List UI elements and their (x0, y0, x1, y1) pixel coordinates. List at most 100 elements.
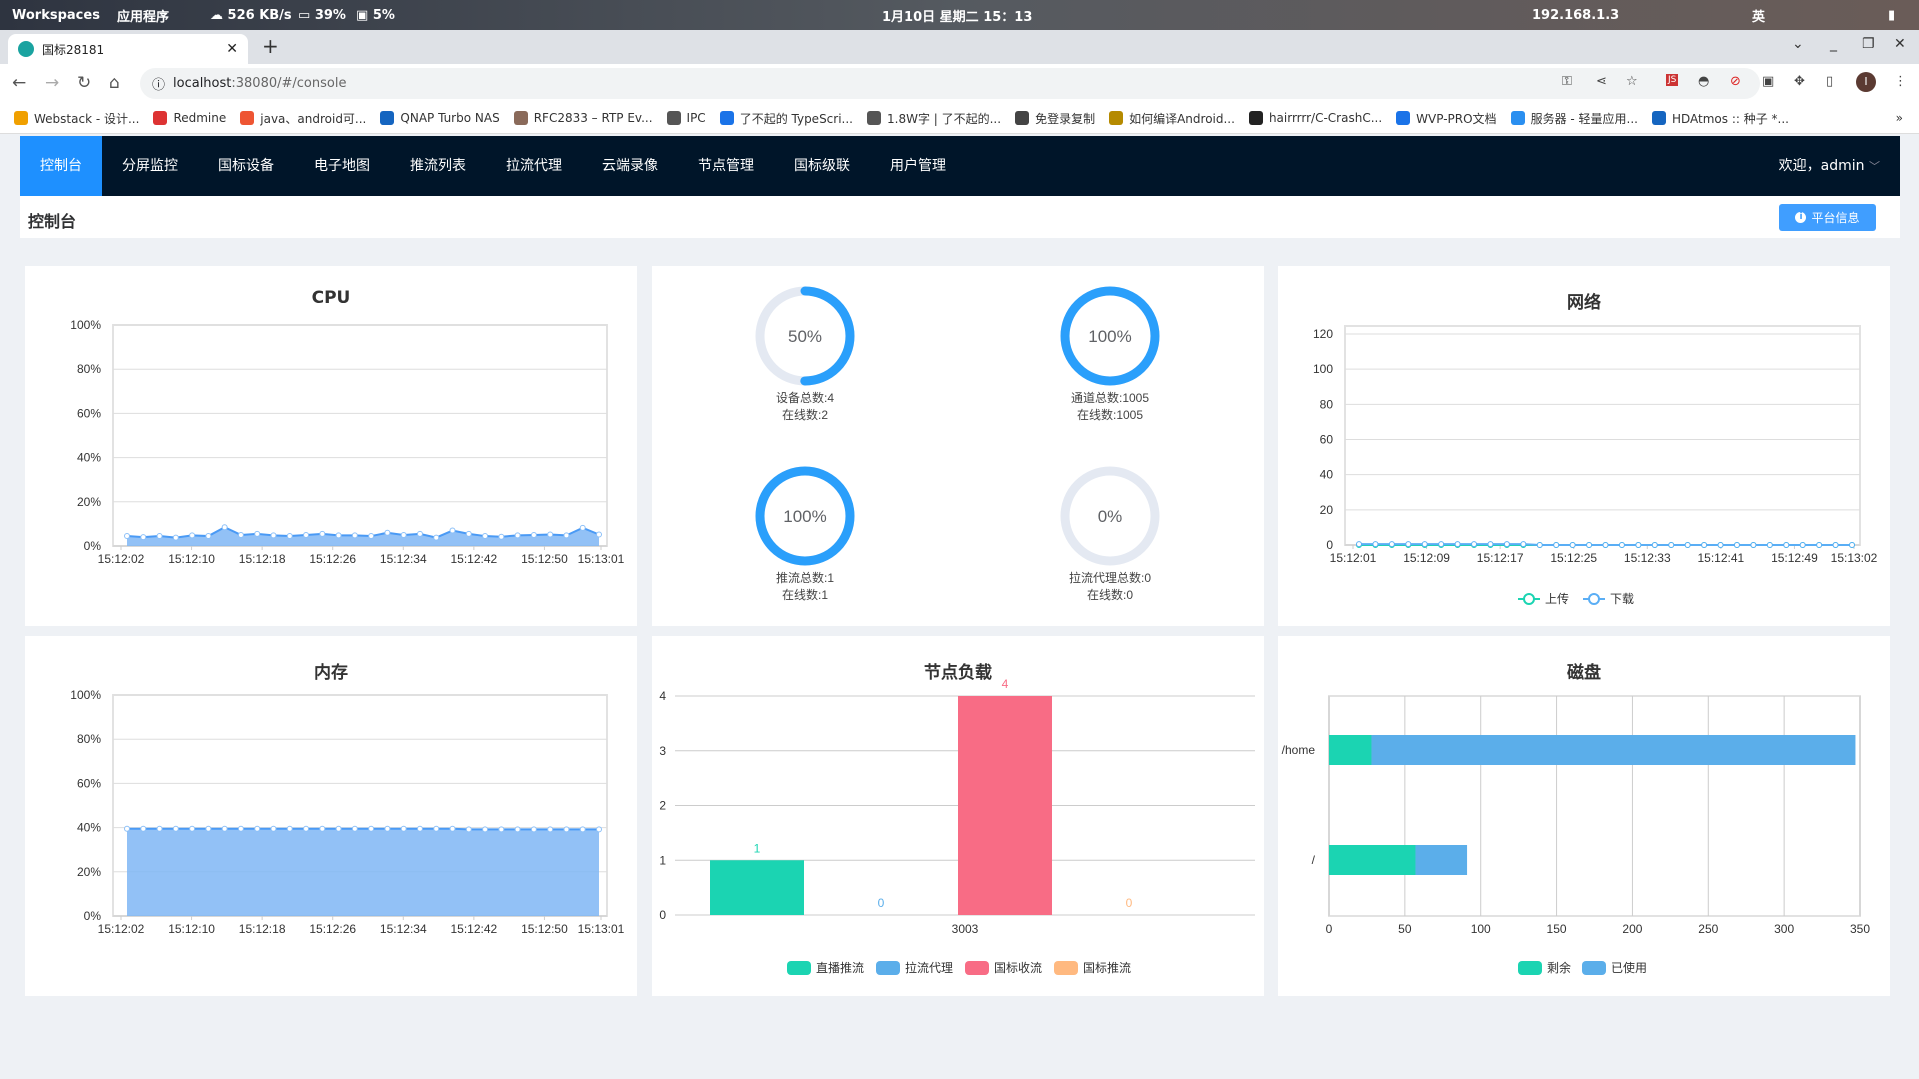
legend-swatch (1518, 961, 1542, 975)
data-point (596, 531, 602, 538)
close-window-icon[interactable]: ✕ (1894, 36, 1906, 52)
data-point (303, 825, 310, 832)
restore-icon[interactable]: ❐ (1862, 36, 1875, 52)
bookmark-item[interactable]: 1.8W字 | 了不起的... (867, 110, 1001, 127)
data-point (1356, 541, 1362, 548)
tab-search-icon[interactable]: ⌄ (1792, 36, 1804, 52)
bookmark-item[interactable]: RFC2833 – RTP Ev... (513, 111, 653, 125)
new-tab-button[interactable]: + (262, 34, 279, 58)
bookmark-item[interactable]: java、android可... (240, 110, 366, 127)
data-point (303, 531, 310, 538)
side-panel-icon[interactable]: ▯ (1826, 74, 1834, 89)
share-icon[interactable]: ⋖ (1596, 74, 1607, 89)
bookmark-item[interactable]: Webstack - 设计... (14, 110, 139, 127)
data-point (563, 826, 570, 833)
gauge-percent: 100% (783, 507, 826, 526)
node-load-card: 节点负载 0 1 2 3 4 1 直播推流 0 拉流代理 4 国标收流 0 国标推流 3003 (652, 636, 1264, 996)
ime-indicator[interactable]: 英 (1752, 9, 1766, 25)
bookmark-item[interactable]: IPC (666, 111, 706, 125)
nav-item[interactable]: 控制台 (20, 136, 102, 196)
home-icon[interactable]: ⌂ (109, 73, 120, 93)
y-tick-label: 0% (84, 909, 102, 923)
profile-avatar[interactable]: I (1856, 72, 1876, 92)
bookmark-label: IPC (686, 111, 706, 125)
site-info-icon[interactable]: ⓘ (152, 78, 166, 93)
bookmark-item[interactable]: HDAtmos :: 种子 *... (1651, 110, 1789, 127)
cpu-card: CPU 0% 20% 40% 60% 80% 100% 15:12:02 15:12:10 15… (25, 266, 637, 626)
js-extension-icon[interactable]: JS (1666, 74, 1679, 86)
x-tick-label: 15:13:01 (578, 552, 625, 566)
bookmark-item[interactable]: 如何编译Android... (1109, 110, 1235, 127)
nav-item[interactable]: 云端录像 (602, 158, 658, 174)
data-point (335, 825, 342, 832)
y-tick-label: 4 (659, 689, 666, 703)
battery-icon[interactable]: ▮ (1888, 7, 1896, 23)
y-tick-label: 20% (77, 495, 101, 509)
blocker-extension-icon[interactable]: ⊘ (1730, 74, 1741, 89)
nav-item[interactable]: 国标级联 (794, 158, 850, 174)
screen-extension-icon[interactable]: ▣ (1762, 74, 1775, 89)
bookmark-icon (1510, 111, 1525, 125)
forward-icon[interactable]: → (45, 73, 60, 93)
x-tick-label: 15:12:26 (309, 552, 356, 566)
y-tick-label: 0 (659, 908, 666, 922)
nav-item[interactable]: 推流列表 (410, 158, 466, 174)
extensions-puzzle-icon[interactable]: ✥ (1794, 74, 1805, 89)
legend-swatch (787, 961, 811, 975)
x-tick-label: 15:12:42 (450, 552, 497, 566)
nav-item[interactable]: 节点管理 (698, 158, 754, 174)
platform-info-button[interactable]: i 平台信息 (1779, 204, 1876, 231)
bookmark-item[interactable]: 了不起的 TypeScri... (719, 110, 853, 127)
data-point (482, 533, 489, 540)
y-tick-label: 100% (70, 318, 101, 332)
x-tick-label: 15:12:17 (1477, 551, 1524, 565)
bookmark-item[interactable]: Redmine (153, 111, 226, 125)
incognito-extension-icon[interactable]: ◓ (1698, 74, 1710, 89)
x-tick-label: 15:13:02 (1831, 551, 1878, 565)
menu-kebab-icon[interactable]: ⋮ (1894, 74, 1907, 89)
browser-tab[interactable]: 国标28181 ✕ (8, 34, 248, 64)
y-category-label: /home (1282, 743, 1316, 757)
data-point (1405, 541, 1412, 548)
bookmark-item[interactable]: 免登录复制 (1015, 110, 1095, 127)
password-key-icon[interactable]: ⚿ (1562, 74, 1572, 89)
nav-item[interactable]: 用户管理 (890, 158, 946, 174)
data-point (530, 531, 537, 538)
gauge-percent: 0% (1098, 507, 1123, 526)
bookmark-icon (719, 111, 734, 125)
disk-card: 磁盘 0 50 100 150 200 250 300 350/home / 剩余 已使用 (1278, 636, 1890, 996)
bookmark-icon (380, 111, 395, 125)
bookmark-item[interactable]: WVP-PRO文档 (1396, 110, 1497, 127)
nav-item[interactable]: 电子地图 (314, 158, 370, 174)
bookmark-item[interactable]: QNAP Turbo NAS (380, 111, 500, 125)
data-point (596, 826, 602, 833)
data-point (237, 531, 244, 538)
workspaces-menu[interactable]: Workspaces (12, 7, 100, 23)
close-tab-icon[interactable]: ✕ (226, 41, 238, 57)
apps-menu[interactable]: 应用程序 (117, 9, 170, 25)
data-point (140, 534, 147, 541)
more-bookmarks-icon[interactable]: » (1895, 111, 1903, 125)
nav-item[interactable]: 分屏监控 (122, 158, 178, 174)
nav-item[interactable]: 拉流代理 (506, 158, 562, 174)
bookmark-star-icon[interactable]: ☆ (1626, 74, 1638, 89)
bookmark-icon (1109, 111, 1124, 125)
minimize-icon[interactable]: _ (1830, 36, 1837, 52)
y-tick-label: 100 (1313, 362, 1333, 376)
nav-item[interactable]: 国标设备 (218, 158, 274, 174)
bookmark-icon (1651, 111, 1666, 125)
reload-icon[interactable]: ↻ (77, 73, 92, 93)
data-point (351, 825, 358, 832)
bar-value-label: 0 (1126, 896, 1133, 910)
back-icon[interactable]: ← (12, 73, 27, 93)
bookmark-item[interactable]: hairrrrr/C-CrashC... (1248, 111, 1382, 125)
platform-info-label: 平台信息 (1811, 211, 1860, 225)
bookmark-item[interactable]: 服务器 - 轻量应用... (1510, 110, 1638, 127)
user-dropdown[interactable]: 欢迎，admin ﹀ (1779, 136, 1880, 197)
data-point (498, 533, 505, 540)
data-point (498, 826, 505, 833)
gauge-percent: 100% (1088, 327, 1131, 346)
clock[interactable]: 1月10日 星期二 15：13 (882, 9, 1033, 25)
url-input[interactable]: ⓘ localhost:38080/#/console (140, 68, 1760, 99)
memory-title: 内存 (314, 663, 348, 683)
